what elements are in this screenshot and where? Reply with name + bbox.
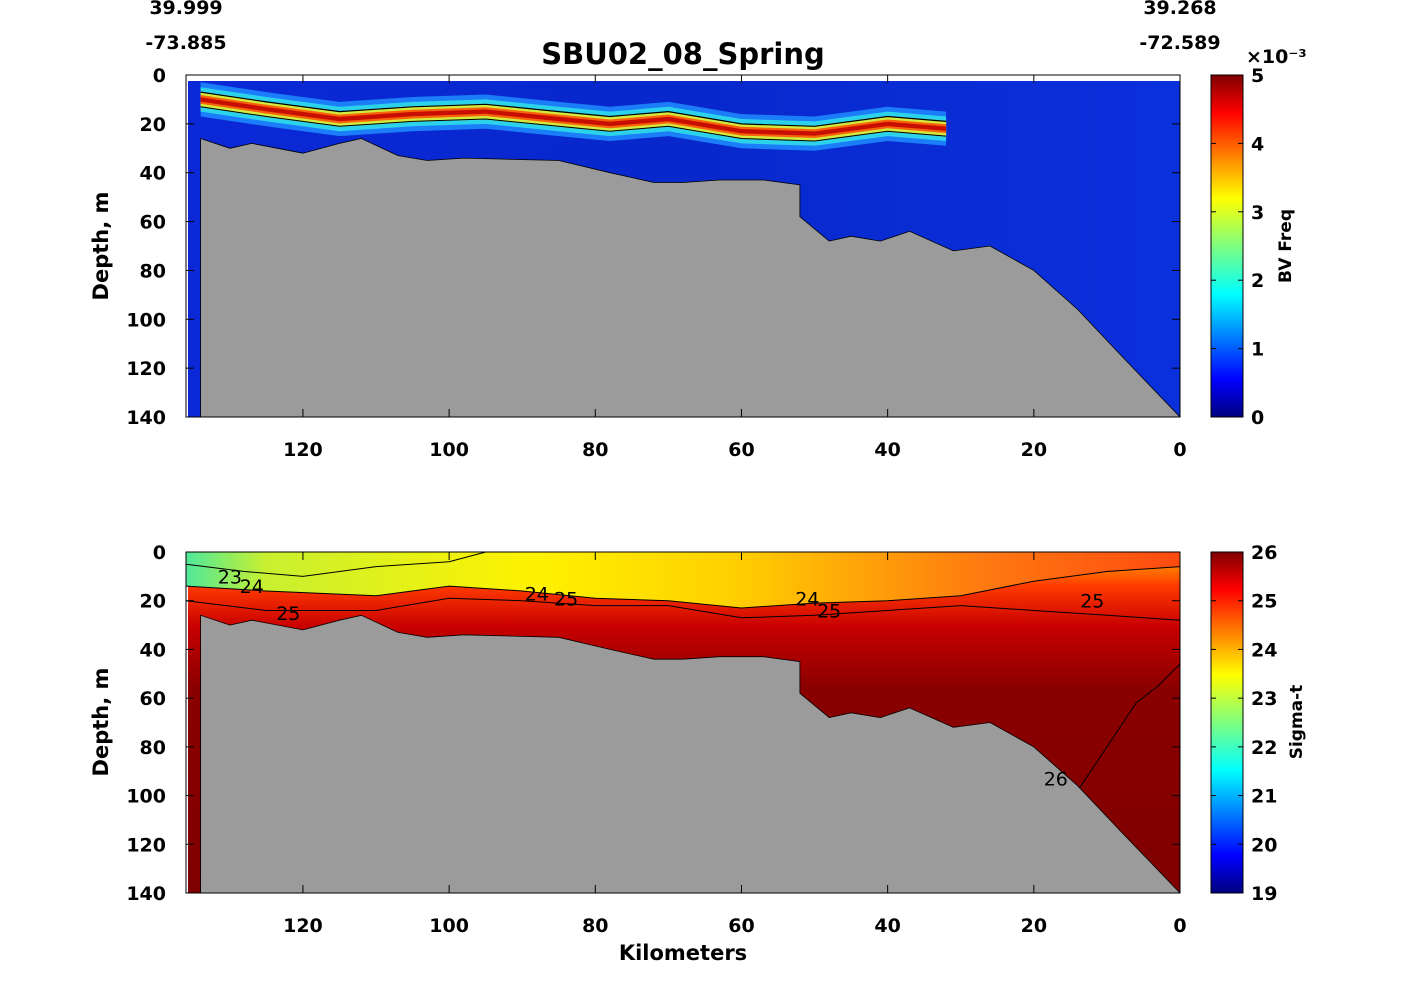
- x-tick-label: 60: [728, 915, 754, 937]
- y-tick-label: 60: [140, 688, 166, 710]
- x-tick-label: 40: [874, 439, 900, 461]
- bathymetry: [200, 614, 1180, 893]
- y-tick-label: 40: [140, 163, 166, 185]
- isopycnal-line: [186, 552, 486, 577]
- colorbar-tick-label: 25: [1251, 591, 1277, 613]
- colorbar-tick-label: 1: [1251, 339, 1264, 361]
- bv-contour: [200, 106, 947, 142]
- colorbar-tick-label: 4: [1251, 133, 1264, 155]
- left-latitude: 39.999: [149, 0, 222, 19]
- x-tick-label: 80: [582, 439, 608, 461]
- y-tick-label: 80: [140, 260, 166, 282]
- x-tick-label: 120: [283, 915, 323, 937]
- isopycnal-line: [186, 566, 1180, 609]
- contour-label: 23: [218, 566, 242, 588]
- colorbar-tick-label: 24: [1251, 639, 1277, 661]
- y-tick-label: 100: [126, 309, 166, 331]
- surface-gap: [188, 75, 1180, 81]
- contour-label: 25: [1080, 591, 1104, 613]
- colorbar-tick-label: 0: [1251, 407, 1264, 429]
- axes-box: [185, 551, 1181, 894]
- colorbar-tick-label: 5: [1251, 65, 1264, 87]
- y-tick-label: 80: [140, 737, 166, 759]
- x-tick-label: 100: [429, 439, 469, 461]
- x-tick-label: 120: [283, 439, 323, 461]
- colorbar-tick-label: 20: [1251, 834, 1277, 856]
- right-longitude: -72.589: [1139, 32, 1220, 54]
- figure-title: SBU02_08_Spring: [541, 37, 825, 71]
- y-axis-label: Depth, m: [89, 192, 113, 301]
- right-latitude: 39.268: [1143, 0, 1216, 19]
- x-tick-label: 0: [1173, 439, 1186, 461]
- stratification-band: [200, 82, 947, 151]
- x-tick-label: 20: [1021, 915, 1047, 937]
- colorbar-tick-label: 19: [1251, 883, 1277, 905]
- x-axis-label: Kilometers: [619, 941, 747, 965]
- colorbar-tick-label: 26: [1251, 542, 1277, 564]
- x-tick-label: 60: [728, 439, 754, 461]
- bv-contour: [200, 91, 947, 127]
- y-tick-label: 40: [140, 639, 166, 661]
- sigma-surface-layer: [186, 552, 1180, 608]
- x-tick-label: 20: [1021, 439, 1047, 461]
- contour-label: 24: [240, 576, 264, 598]
- y-tick-label: 0: [153, 65, 166, 87]
- x-tick-label: 0: [1173, 915, 1186, 937]
- y-tick-label: 120: [126, 358, 166, 380]
- y-axis-label: Depth, m: [89, 668, 113, 777]
- colorbar: [1210, 551, 1244, 894]
- y-tick-label: 20: [140, 591, 166, 613]
- colorbar-label: Sigma-t: [1287, 685, 1307, 760]
- y-tick-label: 20: [140, 114, 166, 136]
- bathymetry: [200, 137, 1180, 417]
- colorbar-tick-label: 22: [1251, 737, 1277, 759]
- isopycnal-line: [186, 597, 1180, 621]
- stratification-layer: [200, 97, 947, 136]
- contour-label: 25: [817, 601, 841, 623]
- colorbar-tick-label: 21: [1251, 786, 1277, 808]
- stratification-layer: [200, 95, 947, 138]
- colorbar-tick-label: 3: [1251, 202, 1264, 224]
- colorbar-exponent: ×10⁻³: [1246, 46, 1307, 68]
- y-tick-label: 0: [153, 542, 166, 564]
- x-tick-label: 40: [874, 915, 900, 937]
- contour-label: 24: [795, 588, 819, 610]
- y-tick-label: 140: [126, 883, 166, 905]
- colorbar-tick-label: 2: [1251, 270, 1264, 292]
- contour-label: 24: [525, 583, 549, 605]
- contour-label: 25: [276, 603, 300, 625]
- contour-label: 26: [1044, 769, 1068, 791]
- y-tick-label: 120: [126, 834, 166, 856]
- y-tick-label: 140: [126, 407, 166, 429]
- colorbar-tick-label: 23: [1251, 688, 1277, 710]
- colorbar-label: BV Freq: [1276, 209, 1296, 283]
- x-tick-label: 100: [429, 915, 469, 937]
- y-tick-label: 100: [126, 786, 166, 808]
- colorbar: [1210, 74, 1244, 418]
- x-tick-label: 80: [582, 915, 608, 937]
- axes-box: [185, 74, 1181, 418]
- left-longitude: -73.885: [145, 32, 226, 54]
- y-tick-label: 60: [140, 212, 166, 234]
- contour-label: 25: [554, 588, 578, 610]
